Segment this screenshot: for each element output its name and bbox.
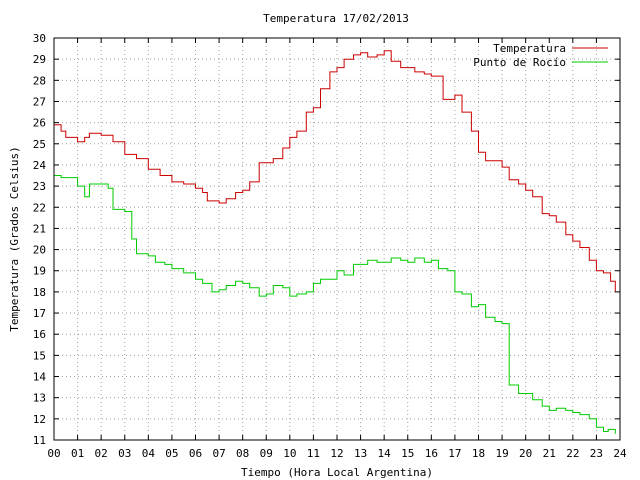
y-tick-label: 21 [33, 222, 46, 235]
y-tick-label: 12 [33, 413, 46, 426]
x-tick-label: 01 [71, 447, 84, 460]
x-tick-labels: 00 01 02 03 04 05 06 07 08 09 10 11 12 13 14 15 16 17 18 19… [47, 447, 627, 460]
series-line-punto-de-rocio [54, 175, 616, 434]
y-tick-label: 18 [33, 286, 46, 299]
y-tick-label: 22 [33, 201, 46, 214]
x-tick-label: 10 [283, 447, 296, 460]
y-tick-label: 15 [33, 349, 46, 362]
y-tick-label: 14 [33, 371, 47, 384]
x-tick-label: 05 [165, 447, 178, 460]
x-tick-label: 03 [118, 447, 131, 460]
legend-label: Temperatura [493, 42, 566, 55]
x-tick-label: 16 [425, 447, 438, 460]
y-tick-label: 20 [33, 244, 46, 257]
x-tick-label: 02 [95, 447, 108, 460]
y-tick-label: 30 [33, 32, 46, 45]
y-tick-label: 23 [33, 180, 46, 193]
x-tick-label: 14 [378, 447, 392, 460]
x-tick-label: 24 [613, 447, 627, 460]
x-tick-label: 11 [307, 447, 320, 460]
y-tick-label: 27 [33, 95, 46, 108]
y-tick-labels: 11 12 13 14 15 16 17 18 19 20 21 22 23 24 25 26 27 28 29 30 [33, 32, 47, 447]
x-tick-label: 00 [47, 447, 60, 460]
grid-lines [54, 38, 620, 440]
x-tick-label: 09 [260, 447, 273, 460]
y-tick-label: 19 [33, 265, 46, 278]
x-tick-label: 15 [401, 447, 414, 460]
y-tick-label: 17 [33, 307, 46, 320]
y-tick-label: 25 [33, 138, 46, 151]
x-tick-label: 22 [566, 447, 579, 460]
chart-title: Temperatura 17/02/2013 [263, 12, 409, 25]
y-tick-label: 16 [33, 328, 46, 341]
x-tick-label: 04 [142, 447, 156, 460]
x-tick-label: 21 [543, 447, 556, 460]
x-tick-label: 18 [472, 447, 485, 460]
legend-label: Punto de Rocío [473, 56, 566, 69]
y-tick-label: 29 [33, 53, 46, 66]
y-tick-label: 24 [33, 159, 47, 172]
x-tick-label: 17 [448, 447, 461, 460]
x-tick-label: 07 [212, 447, 225, 460]
y-tick-label: 11 [33, 434, 46, 447]
ticks [53, 37, 621, 441]
x-tick-label: 06 [189, 447, 202, 460]
y-tick-label: 13 [33, 392, 46, 405]
x-tick-label: 08 [236, 447, 249, 460]
x-tick-label: 19 [495, 447, 508, 460]
x-tick-label: 23 [590, 447, 603, 460]
x-axis-label: Tiempo (Hora Local Argentina) [241, 466, 433, 479]
x-tick-label: 20 [519, 447, 532, 460]
x-tick-label: 12 [330, 447, 343, 460]
series-line-temperatura [54, 50, 616, 292]
x-tick-label: 13 [354, 447, 367, 460]
y-axis-label: Temperatura (Grados Celsius) [8, 146, 21, 331]
y-tick-label: 28 [33, 74, 46, 87]
y-tick-label: 26 [33, 117, 46, 130]
series-layer [54, 50, 616, 434]
